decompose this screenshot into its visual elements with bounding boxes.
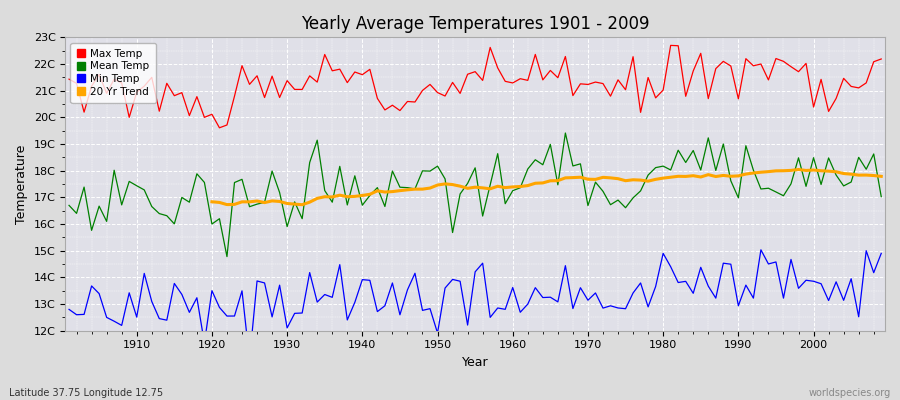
Title: Yearly Average Temperatures 1901 - 2009: Yearly Average Temperatures 1901 - 2009 — [301, 15, 650, 33]
Text: worldspecies.org: worldspecies.org — [809, 388, 891, 398]
Y-axis label: Temperature: Temperature — [15, 144, 28, 224]
X-axis label: Year: Year — [462, 356, 489, 369]
Text: Latitude 37.75 Longitude 12.75: Latitude 37.75 Longitude 12.75 — [9, 388, 163, 398]
Legend: Max Temp, Mean Temp, Min Temp, 20 Yr Trend: Max Temp, Mean Temp, Min Temp, 20 Yr Tre… — [70, 42, 156, 103]
